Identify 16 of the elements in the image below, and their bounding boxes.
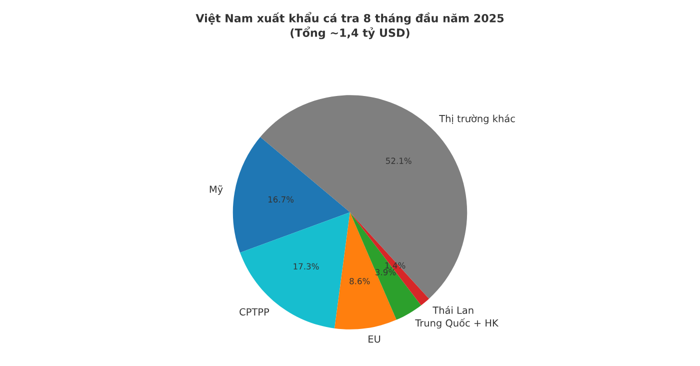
slice-label: CPTPP	[240, 308, 270, 316]
pie-slice	[350, 212, 430, 306]
slice-label: Thị trường khác	[439, 114, 515, 124]
data-label: 52.1%	[386, 158, 412, 164]
chart-title: Việt Nam xuất khẩu cá tra 8 tháng đầu năm 2025 (Tổng ~1,4 tỷ USD)	[196, 12, 504, 40]
data-label: 17.3%	[294, 263, 319, 270]
slice-label: Trung Quốc + HK	[415, 318, 499, 329]
slice-label: Mỹ	[210, 185, 223, 195]
data-label: 8.6%	[350, 278, 370, 284]
slice-label: Thái Lan	[432, 306, 474, 314]
slice-label: EU	[368, 335, 380, 343]
pie-slice	[350, 212, 422, 320]
data-label: 16.7%	[268, 196, 294, 203]
data-label: 1.4%	[385, 262, 406, 269]
pie-slice	[240, 212, 350, 328]
pie-slice	[232, 136, 350, 253]
